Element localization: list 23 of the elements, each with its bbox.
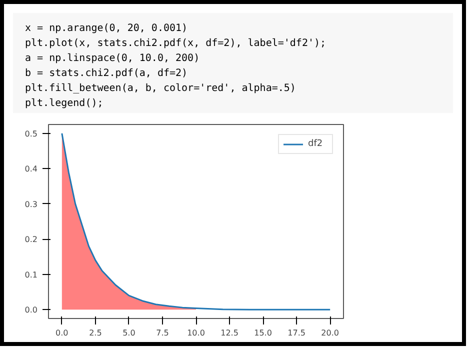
x-tick-label: 15.0 xyxy=(254,328,272,338)
legend-label: df2 xyxy=(308,139,324,149)
text: plt.legend(); xyxy=(25,98,104,109)
y-tick-label: 0.2 xyxy=(24,235,38,244)
y-tick-label: 0.1 xyxy=(24,270,38,280)
y-tick-label: 0.5 xyxy=(24,129,38,138)
x-tick-label: 2.5 xyxy=(89,328,102,338)
text: b = stats.chi2.pdf(a, df=2) xyxy=(25,68,188,79)
x-tick-label: 0.0 xyxy=(56,328,68,338)
y-tick-label: 0.0 xyxy=(24,306,38,315)
text: plt.plot(x, stats.chi2.pdf(x, df=2), label='df2'); xyxy=(25,38,326,49)
text: a = np.linspace(0, 10.0, 200) xyxy=(25,53,200,64)
x-tick-label: 17.5 xyxy=(288,328,306,338)
x-tick-label: 7.5 xyxy=(156,328,169,338)
y-tick-label: 0.4 xyxy=(24,164,38,174)
x-tick-label: 12.5 xyxy=(220,328,238,338)
y-tick-label: 0.3 xyxy=(24,200,38,209)
text: x = np.arange(0, 20, 0.001) xyxy=(25,23,188,34)
x-tick-label: 20.0 xyxy=(321,328,339,338)
x-tick-label: 5.0 xyxy=(122,328,136,338)
text: plt.fill_between(a, b, color='red', alpha=.5) xyxy=(25,83,296,94)
line-series xyxy=(61,132,331,310)
x-tick-label: 10.0 xyxy=(187,328,205,338)
